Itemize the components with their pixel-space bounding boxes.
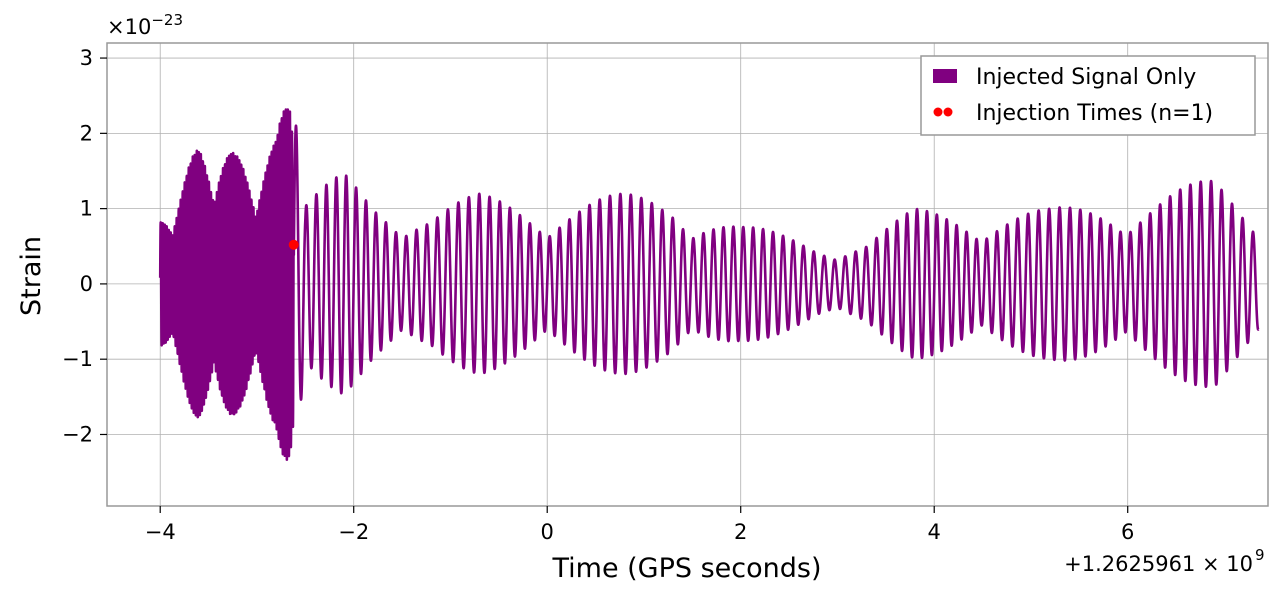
legend-label-injection-times: Injection Times (n=1) (976, 101, 1213, 126)
y-tick-label: 3 (80, 46, 93, 70)
plot-frame (106, 42, 1269, 507)
legend-marker-injection-b (943, 107, 953, 117)
y-tick-label: 1 (80, 197, 93, 221)
legend-frame (920, 55, 1256, 136)
legend-label-injected-signal: Injected Signal Only (976, 65, 1196, 90)
x-tick-label: −2 (338, 520, 369, 544)
x-offset-exponent: 9 (1255, 546, 1265, 564)
y-tick-label: −1 (62, 347, 93, 371)
injected-signal-line (158, 108, 1260, 461)
legend-marker-injection-a (933, 107, 943, 117)
x-tick-label: 4 (928, 520, 941, 544)
y-axis-label: Strain (16, 236, 47, 316)
axis-ticks: −4 −2 0 2 4 6 −2 −1 0 1 2 3 (62, 46, 1134, 544)
x-tick-label: 2 (734, 520, 747, 544)
series-layer (158, 108, 1260, 461)
legend: Injected Signal Only Injection Times (n=… (920, 55, 1256, 136)
y-scale-exponent: −23 (151, 11, 183, 29)
y-tick-label: 0 (80, 272, 93, 296)
x-tick-label: 6 (1121, 520, 1134, 544)
x-tick-label: 0 (541, 520, 554, 544)
legend-swatch-injected-signal (933, 69, 957, 83)
injection-time-marker (288, 239, 299, 250)
x-axis-label: Time (GPS seconds) (551, 553, 821, 584)
x-offset-label: +1.2625961 × 10 (1064, 552, 1253, 576)
y-tick-label: −2 (62, 422, 93, 446)
y-tick-label: 2 (80, 121, 93, 145)
y-scale-label: ×10−23 (107, 11, 183, 39)
x-tick-label: −4 (145, 520, 176, 544)
